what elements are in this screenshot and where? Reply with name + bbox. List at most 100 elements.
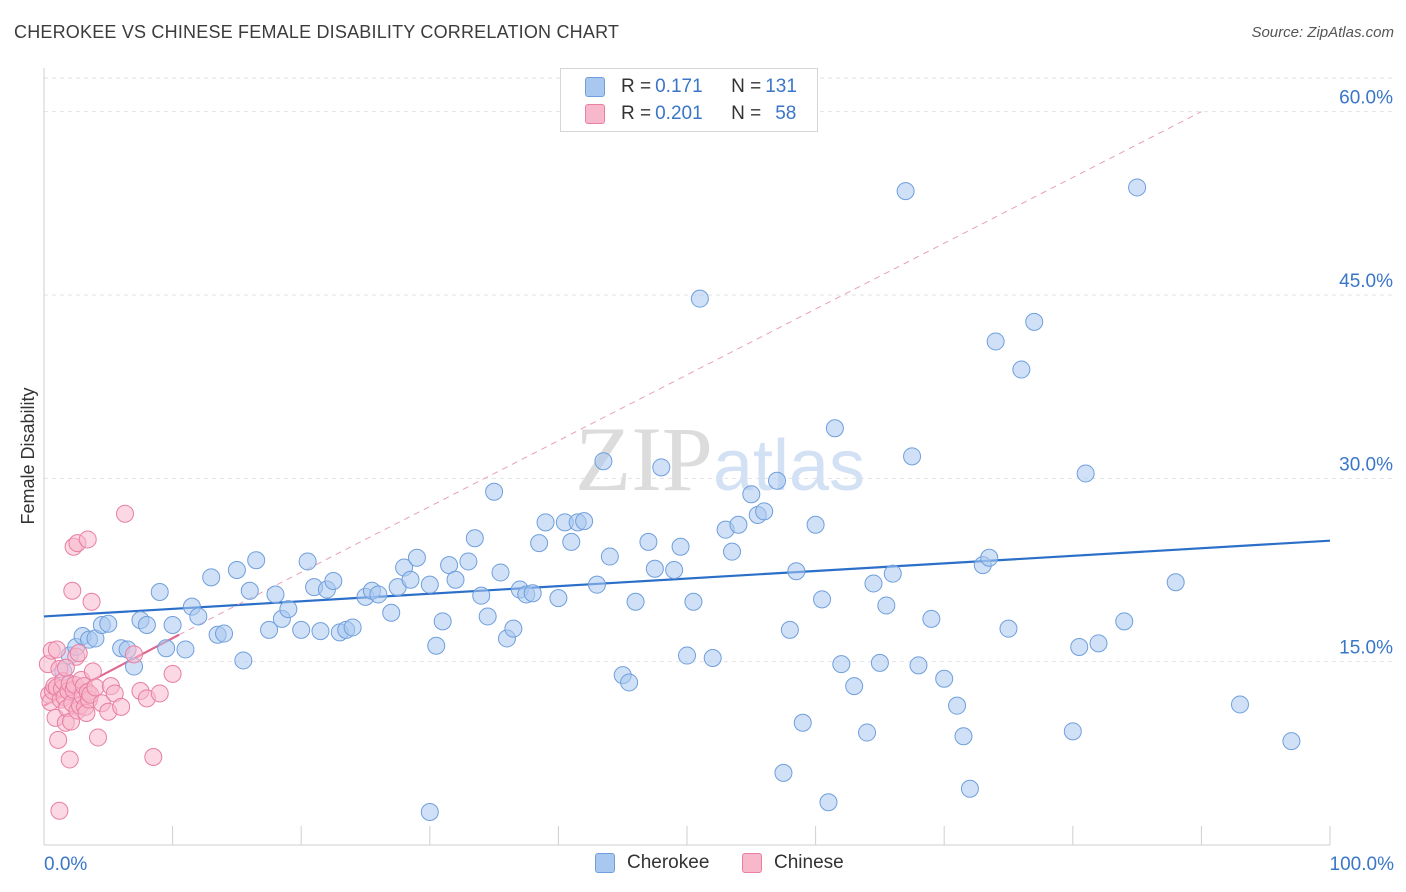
- point-cherokee: [903, 447, 922, 466]
- series-legend: Cherokee Chinese: [0, 850, 1406, 878]
- point-chinese: [47, 640, 66, 659]
- point-cherokee: [311, 622, 330, 641]
- point-chinese: [56, 658, 75, 677]
- point-chinese: [125, 645, 144, 664]
- legend-swatch-cherokee: [595, 853, 615, 873]
- point-cherokee: [324, 572, 343, 590]
- point-cherokee: [652, 458, 671, 477]
- point-cherokee: [858, 723, 877, 742]
- legend-label-cherokee: Cherokee: [627, 852, 710, 873]
- point-chinese: [83, 662, 102, 681]
- legend-n-value: 131: [765, 76, 797, 97]
- point-cherokee: [1230, 695, 1249, 714]
- point-cherokee: [806, 515, 825, 534]
- point-chinese: [86, 678, 105, 697]
- legend-item-chinese: Chinese: [742, 852, 844, 874]
- point-cherokee: [620, 673, 639, 692]
- gridlines: [44, 77, 1394, 663]
- point-chinese: [150, 684, 169, 703]
- point-cherokee: [690, 289, 709, 308]
- y-tick-label: 45.0%: [1339, 271, 1393, 292]
- legend-swatch-chinese: [742, 853, 762, 873]
- point-cherokee: [1089, 634, 1108, 653]
- point-cherokee: [755, 502, 774, 521]
- point-cherokee: [292, 620, 311, 639]
- point-cherokee: [832, 655, 851, 674]
- point-cherokee: [433, 612, 452, 631]
- point-cherokee: [1063, 722, 1082, 741]
- point-cherokee: [491, 563, 510, 582]
- legend-swatch-cherokee: [585, 77, 605, 97]
- point-cherokee: [465, 529, 484, 548]
- point-cherokee: [150, 583, 169, 601]
- point-cherokee: [266, 585, 285, 604]
- point-cherokee: [671, 537, 690, 556]
- point-cherokee: [877, 596, 896, 615]
- point-cherokee: [247, 551, 266, 570]
- point-cherokee: [189, 607, 208, 626]
- legend-row-cherokee: R = 0.171 N = 131: [585, 75, 797, 99]
- legend-r-label: R =: [621, 103, 652, 124]
- point-chinese: [50, 801, 69, 820]
- point-cherokee: [446, 570, 465, 589]
- point-chinese: [69, 644, 88, 663]
- point-cherokee: [703, 649, 722, 667]
- point-cherokee: [774, 763, 793, 782]
- legend-swatch-chinese: [585, 104, 605, 124]
- point-chinese: [116, 504, 135, 523]
- point-cherokee: [813, 590, 832, 609]
- point-cherokee: [1076, 464, 1095, 483]
- point-cherokee: [986, 332, 1005, 351]
- point-cherokee: [980, 548, 999, 567]
- point-cherokee: [234, 651, 253, 670]
- point-chinese: [112, 697, 131, 716]
- point-cherokee: [1115, 612, 1134, 631]
- point-cherokee: [478, 607, 497, 626]
- y-tick-label: 30.0%: [1339, 454, 1393, 475]
- point-cherokee: [729, 515, 748, 534]
- trend-extrapolation-chinese: [178, 111, 1202, 636]
- chart-source: Source: ZipAtlas.com: [1251, 24, 1394, 41]
- point-cherokee: [99, 614, 118, 633]
- point-cherokee: [401, 570, 420, 589]
- point-cherokee: [787, 562, 806, 581]
- legend-n-value: 58: [775, 103, 797, 124]
- legend-n-label: N =: [731, 76, 762, 97]
- watermark-atlas: atlas: [713, 426, 865, 506]
- point-cherokee: [163, 616, 182, 634]
- point-cherokee: [960, 779, 979, 798]
- axes: [43, 68, 1331, 846]
- y-axis-label: Female Disability: [18, 387, 38, 524]
- legend-n-label: N =: [731, 103, 762, 124]
- point-cherokee: [176, 640, 195, 659]
- y-tick-label: 15.0%: [1339, 638, 1393, 659]
- point-cherokee: [575, 512, 594, 531]
- data-points: [38, 178, 1301, 821]
- legend-row-chinese: R = 0.201 N = 58: [585, 102, 796, 126]
- point-cherokee: [530, 534, 549, 553]
- watermark: ZIPatlas: [575, 408, 865, 510]
- y-tick-labels: 15.0% 30.0% 45.0% 60.0%: [1339, 88, 1393, 659]
- point-cherokee: [780, 620, 799, 639]
- point-cherokee: [420, 803, 439, 821]
- point-cherokee: [157, 639, 176, 658]
- point-cherokee: [883, 564, 902, 583]
- point-chinese: [144, 748, 163, 766]
- point-cherokee: [684, 592, 703, 611]
- legend-label-chinese: Chinese: [774, 852, 844, 873]
- point-cherokee: [549, 589, 568, 608]
- point-cherokee: [793, 713, 812, 732]
- point-cherokee: [227, 561, 246, 579]
- point-cherokee: [909, 656, 928, 675]
- point-cherokee: [260, 620, 279, 639]
- point-cherokee: [279, 600, 298, 619]
- point-cherokee: [504, 619, 523, 638]
- point-cherokee: [645, 559, 664, 578]
- point-cherokee: [1166, 573, 1185, 592]
- point-cherokee: [742, 485, 761, 504]
- point-cherokee: [845, 677, 864, 696]
- y-tick-label: 60.0%: [1339, 88, 1393, 109]
- point-cherokee: [1012, 360, 1031, 379]
- point-cherokee: [369, 585, 388, 604]
- point-cherokee: [382, 603, 401, 622]
